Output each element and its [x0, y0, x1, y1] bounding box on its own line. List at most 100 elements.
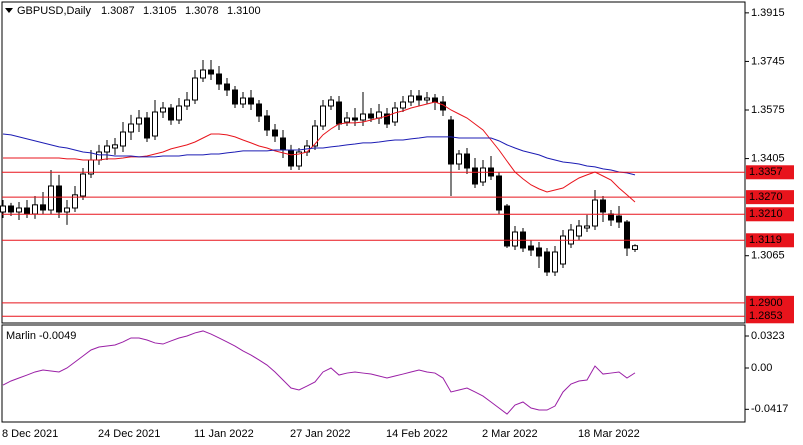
- candle-body: [16, 207, 22, 213]
- candle-body: [496, 175, 502, 211]
- ohlc-label: 1.3105: [143, 5, 177, 17]
- level-label: 1.2900: [749, 297, 783, 309]
- x-tick-label: 24 Dec 2021: [98, 428, 160, 440]
- y-tick-label: 0.00: [751, 362, 772, 374]
- candle-body: [200, 69, 206, 79]
- candle-body: [112, 144, 118, 149]
- candle-body: [224, 83, 230, 91]
- candle-body: [560, 235, 566, 265]
- candle-body: [536, 247, 542, 257]
- candle-body: [32, 204, 38, 215]
- moving-average: [2, 133, 636, 176]
- candle-body: [432, 97, 438, 103]
- x-tick-label: 11 Jan 2022: [194, 428, 254, 440]
- candle-body: [104, 145, 110, 153]
- candle-body: [80, 173, 86, 197]
- ohlc-label: 1.3078: [185, 5, 219, 17]
- candle-body: [56, 185, 62, 213]
- candle-body: [344, 117, 350, 123]
- indicator-title: Marlin -0.0049: [6, 330, 76, 342]
- candle-body: [272, 129, 278, 137]
- x-tick-label: 18 Mar 2022: [578, 428, 640, 440]
- candle-body: [48, 185, 54, 211]
- candle-body: [480, 167, 486, 183]
- ohlc-label: 1.3087: [101, 5, 135, 17]
- candle-body: [400, 101, 406, 109]
- chart-title: GBPUSD,Daily: [17, 5, 91, 17]
- y-tick-label: 1.3745: [751, 55, 785, 67]
- candle-body: [120, 131, 126, 147]
- candle-body: [608, 213, 614, 221]
- candle-body: [176, 105, 182, 121]
- candle-body: [408, 95, 414, 103]
- ohlc-label: 1.3100: [227, 5, 261, 17]
- level-label-box: [746, 295, 794, 310]
- y-tick-label: 1.3405: [751, 152, 785, 164]
- y-tick-label: -0.0417: [751, 403, 788, 415]
- candle-body: [424, 97, 430, 101]
- candle-body: [232, 89, 238, 105]
- candle-body: [360, 113, 366, 121]
- candle-body: [352, 117, 358, 121]
- candle-body: [296, 151, 302, 167]
- candle-body: [168, 107, 174, 121]
- indicator-line: [2, 330, 636, 415]
- x-tick-label: 14 Feb 2022: [386, 428, 448, 440]
- moving-average: [3, 101, 636, 203]
- y-tick-label: 1.3575: [751, 104, 785, 116]
- candle-body: [576, 225, 582, 237]
- candle-body: [192, 77, 198, 101]
- x-tick-label: 8 Dec 2021: [2, 428, 58, 440]
- candle-body: [136, 117, 142, 125]
- candle-body: [256, 103, 262, 117]
- y-tick-label: 1.3915: [751, 7, 785, 19]
- candle-body: [528, 245, 534, 251]
- candle-body: [584, 225, 590, 229]
- level-label: 1.3270: [749, 191, 783, 203]
- level-label: 1.3357: [749, 166, 783, 178]
- candle-body: [392, 107, 398, 123]
- price-panel: [1, 1, 746, 324]
- candle-body: [208, 69, 214, 75]
- level-label: 1.2853: [749, 310, 783, 322]
- candle-body: [24, 207, 30, 215]
- candle-body: [264, 115, 270, 131]
- candle-body: [40, 204, 46, 211]
- candle-body: [0, 205, 6, 213]
- candle-body: [248, 97, 254, 105]
- candle-body: [384, 113, 390, 125]
- candle-body: [624, 221, 630, 249]
- candle-body: [416, 95, 422, 101]
- candle-body: [616, 215, 622, 223]
- candle-body: [336, 101, 342, 125]
- candle-body: [568, 229, 574, 245]
- candle-body: [184, 99, 190, 107]
- x-tick-label: 27 Jan 2022: [290, 428, 351, 440]
- candle-body: [8, 205, 14, 213]
- candle-body: [152, 111, 158, 137]
- candle-body: [600, 199, 606, 213]
- level-label-box: [746, 207, 794, 222]
- candle-body: [320, 105, 326, 127]
- candle-body: [328, 99, 334, 107]
- candle-body: [464, 153, 470, 169]
- candle-body: [240, 97, 246, 105]
- y-tick-label: 0.0323: [751, 330, 785, 342]
- candle-body: [312, 125, 318, 147]
- candle-body: [472, 167, 478, 185]
- candle-body: [448, 119, 454, 165]
- candle-body: [552, 251, 558, 273]
- candle-body: [96, 151, 102, 161]
- candle-body: [280, 137, 286, 151]
- level-label-box: [746, 309, 794, 324]
- candle-body: [632, 245, 638, 250]
- level-label-box: [746, 165, 794, 180]
- candle-body: [216, 73, 222, 85]
- candle-body: [160, 107, 166, 113]
- collapse-arrow: [5, 8, 13, 13]
- level-label: 1.3210: [749, 208, 783, 220]
- y-tick-label: 1.3065: [751, 250, 785, 262]
- candle-body: [64, 207, 70, 213]
